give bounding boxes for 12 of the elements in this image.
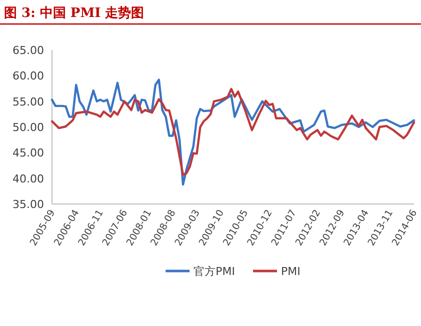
line-series [50, 88, 416, 176]
legend-label: 官方PMI [194, 265, 235, 278]
y-tick-label: 65.00 [12, 44, 44, 57]
title: 图 3: 中国 PMI 走势图 [4, 6, 144, 21]
y-tick-label: 40.00 [12, 172, 44, 186]
y-tick-label: 60.00 [12, 70, 44, 83]
y-tick-label: 35.00 [12, 198, 44, 211]
legend-label: PMI [281, 265, 300, 278]
y-tick-label: 45.00 [12, 146, 44, 160]
y-tick-label: 55.00 [12, 95, 44, 108]
y-tick-label: 50.00 [12, 121, 44, 134]
line-series [50, 78, 416, 186]
